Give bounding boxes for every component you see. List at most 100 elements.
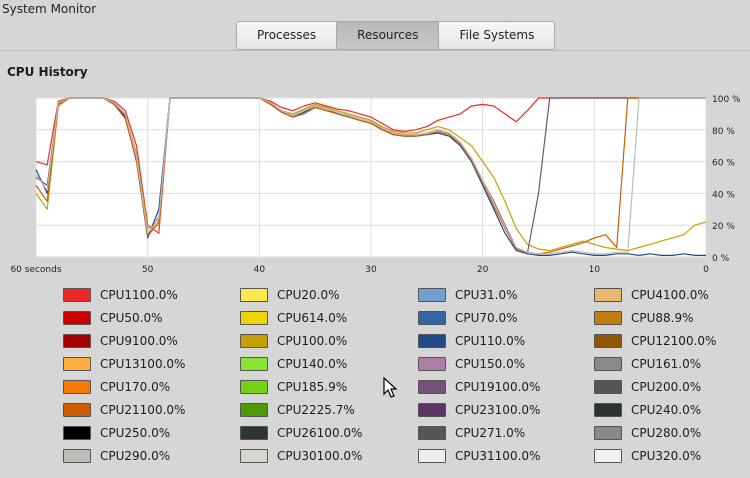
color-swatch[interactable]	[418, 449, 446, 463]
color-swatch[interactable]	[63, 426, 91, 440]
legend-value: 100.0%	[316, 449, 363, 463]
legend-item-cpu8[interactable]: CPU8 8.9%	[594, 309, 694, 327]
legend-item-cpu3[interactable]: CPU3 1.0%	[418, 286, 518, 304]
color-swatch[interactable]	[594, 449, 622, 463]
color-swatch[interactable]	[594, 403, 622, 417]
color-swatch[interactable]	[240, 288, 268, 302]
legend-item-cpu9[interactable]: CPU9 100.0%	[63, 332, 178, 350]
window-title: System Monitor	[2, 2, 97, 16]
legend-label: CPU22	[277, 403, 317, 417]
color-swatch[interactable]	[418, 288, 446, 302]
legend-value: 0.0%	[139, 426, 171, 440]
tabs: Processes Resources File Systems	[236, 21, 556, 50]
color-swatch[interactable]	[418, 357, 446, 371]
legend-item-cpu15[interactable]: CPU15 0.0%	[418, 355, 525, 373]
tab-resources[interactable]: Resources	[337, 21, 440, 50]
legend-value: 8.9%	[663, 311, 694, 325]
color-swatch[interactable]	[418, 311, 446, 325]
legend-item-cpu13[interactable]: CPU13 100.0%	[63, 355, 185, 373]
legend-label: CPU8	[631, 311, 664, 325]
color-swatch[interactable]	[418, 426, 446, 440]
color-swatch[interactable]	[240, 449, 268, 463]
legend-item-cpu25[interactable]: CPU25 0.0%	[63, 424, 170, 442]
legend-label: CPU11	[455, 334, 495, 348]
legend-label: CPU25	[100, 426, 140, 440]
color-swatch[interactable]	[418, 403, 446, 417]
legend-value: 0.0%	[670, 380, 702, 394]
legend-label: CPU20	[631, 380, 671, 394]
legend-item-cpu11[interactable]: CPU11 0.0%	[418, 332, 525, 350]
legend-item-cpu12[interactable]: CPU12 100.0%	[594, 332, 716, 350]
legend-value: 100.0%	[316, 426, 363, 440]
color-swatch[interactable]	[63, 334, 91, 348]
color-swatch[interactable]	[240, 311, 268, 325]
legend-item-cpu18[interactable]: CPU18 5.9%	[240, 378, 347, 396]
legend-item-cpu5[interactable]: CPU5 0.0%	[63, 309, 163, 327]
legend-item-cpu30[interactable]: CPU30 100.0%	[240, 447, 362, 465]
legend-value: 100.0%	[670, 334, 717, 348]
cpu-series-line	[35, 97, 706, 255]
mouse-pointer-icon	[383, 377, 397, 398]
legend-item-cpu32[interactable]: CPU32 0.0%	[594, 447, 701, 465]
legend-value: 25.7%	[316, 403, 355, 417]
color-swatch[interactable]	[594, 357, 622, 371]
legend-item-cpu17[interactable]: CPU17 0.0%	[63, 378, 170, 396]
color-swatch[interactable]	[240, 334, 268, 348]
color-swatch[interactable]	[418, 380, 446, 394]
tab-processes[interactable]: Processes	[236, 21, 338, 50]
color-swatch[interactable]	[594, 380, 622, 394]
legend-item-cpu31[interactable]: CPU31 100.0%	[418, 447, 540, 465]
legend-item-cpu4[interactable]: CPU4 100.0%	[594, 286, 709, 304]
color-swatch[interactable]	[63, 311, 91, 325]
tab-file-systems[interactable]: File Systems	[439, 21, 556, 50]
cpu-series-line	[35, 97, 707, 252]
color-swatch[interactable]	[63, 357, 91, 371]
legend-value: 100.0%	[132, 334, 178, 348]
legend-item-cpu1[interactable]: CPU1 100.0%	[63, 286, 178, 304]
legend-value: 1.0%	[487, 288, 518, 302]
color-swatch[interactable]	[240, 403, 268, 417]
legend-item-cpu29[interactable]: CPU29 0.0%	[63, 447, 170, 465]
legend-label: CPU18	[277, 380, 317, 394]
section-title: CPU History	[7, 65, 88, 79]
x-tick-label: 40	[254, 265, 266, 275]
legend-item-cpu16[interactable]: CPU16 1.0%	[594, 355, 701, 373]
legend-value: 0.0%	[132, 311, 163, 325]
color-swatch[interactable]	[63, 403, 91, 417]
color-swatch[interactable]	[240, 380, 268, 394]
color-swatch[interactable]	[63, 288, 91, 302]
color-swatch[interactable]	[594, 426, 622, 440]
color-swatch[interactable]	[418, 334, 446, 348]
legend-item-cpu10[interactable]: CPU10 0.0%	[240, 332, 347, 350]
legend-item-cpu19[interactable]: CPU19 100.0%	[418, 378, 540, 396]
color-swatch[interactable]	[63, 380, 91, 394]
legend-item-cpu23[interactable]: CPU23 100.0%	[418, 401, 540, 419]
legend-value: 0.0%	[670, 403, 702, 417]
legend-item-cpu22[interactable]: CPU22 25.7%	[240, 401, 355, 419]
legend-value: 100.0%	[663, 288, 709, 302]
resources-panel: CPU History 100 % 80 % 60 % 40 % 20 % 0 % 60 s…	[0, 50, 750, 478]
legend-item-cpu14[interactable]: CPU14 0.0%	[240, 355, 347, 373]
legend-item-cpu21[interactable]: CPU21 100.0%	[63, 401, 185, 419]
color-swatch[interactable]	[594, 334, 622, 348]
legend-value: 100.0%	[494, 449, 541, 463]
color-swatch[interactable]	[63, 449, 91, 463]
color-swatch[interactable]	[594, 311, 622, 325]
legend-item-cpu20[interactable]: CPU20 0.0%	[594, 378, 701, 396]
legend-value: 100.0%	[132, 288, 178, 302]
legend-item-cpu2[interactable]: CPU2 0.0%	[240, 286, 340, 304]
color-swatch[interactable]	[240, 357, 268, 371]
legend-item-cpu6[interactable]: CPU6 14.0%	[240, 309, 347, 327]
legend-value: 1.0%	[670, 357, 702, 371]
color-swatch[interactable]	[240, 426, 268, 440]
y-tick-label: 60 %	[712, 159, 735, 169]
legend-item-cpu27[interactable]: CPU27 1.0%	[418, 424, 525, 442]
y-tick-label: 100 %	[712, 95, 741, 105]
legend-item-cpu28[interactable]: CPU28 0.0%	[594, 424, 701, 442]
legend-value: 0.0%	[487, 311, 518, 325]
legend-item-cpu24[interactable]: CPU24 0.0%	[594, 401, 701, 419]
legend-item-cpu7[interactable]: CPU7 0.0%	[418, 309, 518, 327]
legend-value: 0.0%	[316, 334, 348, 348]
legend-item-cpu26[interactable]: CPU26 100.0%	[240, 424, 362, 442]
color-swatch[interactable]	[594, 288, 622, 302]
